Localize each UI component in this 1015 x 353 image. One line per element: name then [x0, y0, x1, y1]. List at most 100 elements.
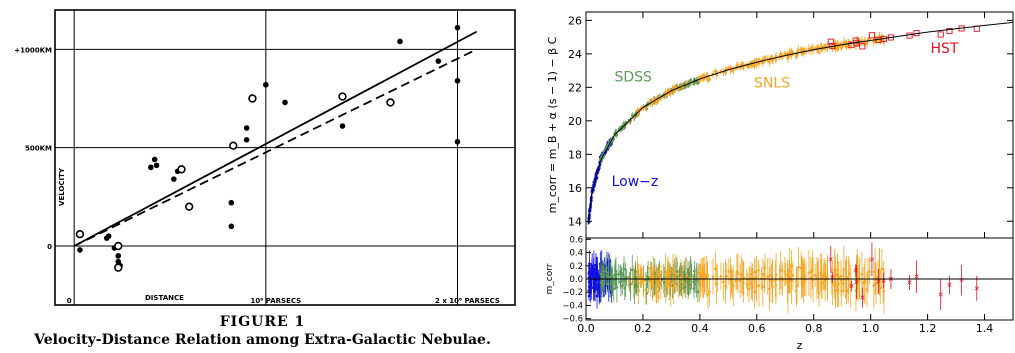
residual-point	[621, 284, 624, 288]
data-point-open	[184, 202, 194, 211]
residual-point-hst: ✕	[828, 256, 834, 264]
data-point-sdss	[693, 77, 696, 81]
residual-point	[809, 270, 813, 274]
x-tick-label: 0.4	[691, 322, 709, 335]
data-point-filled	[282, 99, 288, 106]
residual-point	[794, 289, 798, 293]
residual-point	[592, 263, 596, 267]
residual-point	[650, 284, 654, 287]
residual-point	[666, 271, 669, 275]
series-label: SNLS	[754, 75, 790, 91]
residual-point	[878, 269, 881, 273]
residual-point	[837, 282, 840, 286]
residual-point	[788, 269, 791, 273]
data-point-snls	[836, 46, 839, 50]
fit-line-dashed	[73, 48, 478, 247]
data-point-hst	[937, 31, 944, 38]
data-point-filled	[151, 156, 158, 163]
residual-point	[669, 285, 673, 288]
data-point-snls	[735, 64, 739, 68]
y-axis-label: VELOCITY	[58, 167, 66, 206]
residual-point	[666, 269, 670, 272]
data-point-snls	[849, 43, 853, 47]
data-point-snls	[771, 59, 775, 62]
supernova-chart: ✕✕✕✕✕✕✕✕✕✕✕✕✕✕✕✕14161820222426−0.6−0.4−0…	[545, 11, 1014, 352]
residual-point	[603, 270, 607, 273]
residual-point	[636, 269, 639, 273]
data-point-filled	[228, 199, 235, 206]
data-point-snls	[757, 61, 761, 65]
residual-point	[599, 272, 603, 276]
data-point-snls	[840, 46, 843, 50]
residual-point	[833, 270, 837, 274]
residual-point	[800, 276, 803, 280]
residual-point	[699, 274, 702, 277]
data-point-snls	[663, 91, 667, 94]
residual-point	[697, 271, 700, 275]
residual-point-hst: ✕	[853, 278, 859, 286]
residual-point-hst: ✕	[829, 274, 835, 282]
residual-point	[685, 274, 689, 277]
x-tick-label: 1.2	[919, 322, 937, 335]
residual-point	[845, 288, 848, 292]
y-tick-label: 18	[568, 148, 582, 161]
residual-point	[609, 275, 612, 278]
residual-point	[625, 276, 628, 279]
residual-point	[677, 282, 681, 286]
residual-point	[589, 286, 593, 290]
residual-point	[587, 272, 591, 275]
residual-point-hst: ✕	[914, 273, 920, 281]
residual-point	[617, 272, 621, 276]
residual-point	[693, 282, 697, 286]
residual-point	[683, 285, 687, 288]
residual-point-hst: ✕	[959, 277, 965, 285]
fit-line-solid	[73, 30, 478, 247]
residual-point	[627, 280, 631, 284]
data-point-snls	[727, 66, 731, 70]
residual-point	[646, 275, 650, 279]
residual-point	[651, 280, 655, 284]
data-point-hst	[906, 32, 913, 39]
model-curve	[587, 21, 1013, 225]
x-axis-label: DISTANCE	[145, 294, 184, 302]
residual-y-tick-label: −0.4	[562, 301, 583, 311]
x-axis-label: z	[797, 339, 803, 352]
data-point-filled	[228, 223, 235, 230]
residual-point-hst: ✕	[876, 278, 882, 286]
x-tick-label: 1.0	[862, 322, 880, 335]
y-axis-label: m_corr = m_B + α (s − 1) − β C	[546, 36, 559, 213]
residual-point	[735, 270, 739, 273]
residual-point	[872, 283, 876, 287]
residual-point	[790, 264, 793, 267]
residual-point	[755, 276, 758, 279]
data-point-filled	[397, 38, 403, 45]
data-point-open	[114, 263, 123, 272]
data-point-sdss	[683, 85, 687, 89]
residual-point	[689, 271, 692, 275]
residual-point	[700, 276, 704, 279]
y-tick-label: 22	[568, 81, 582, 94]
y-tick-label: 500KM	[25, 145, 52, 153]
residual-point	[613, 274, 616, 277]
residual-point	[708, 290, 711, 294]
residual-point	[724, 284, 727, 288]
data-point-snls	[845, 45, 848, 49]
data-point-open	[177, 165, 186, 174]
data-point-open	[114, 241, 123, 251]
residual-point	[839, 274, 843, 278]
data-point-snls	[671, 86, 675, 89]
data-point-filled	[454, 24, 461, 31]
data-point-snls	[644, 107, 648, 110]
data-point-sdss	[615, 133, 619, 137]
residual-point	[738, 279, 742, 282]
residual-point	[637, 289, 640, 292]
data-point-snls	[807, 47, 811, 51]
residual-point	[673, 283, 677, 287]
data-point-snls	[669, 91, 673, 95]
data-point-snls	[672, 90, 675, 94]
residual-point	[597, 290, 601, 293]
residual-point	[836, 288, 839, 292]
x-tick-label: 1.4	[976, 322, 994, 335]
data-point-filled	[148, 164, 154, 171]
series-label: Low−z	[612, 174, 659, 190]
